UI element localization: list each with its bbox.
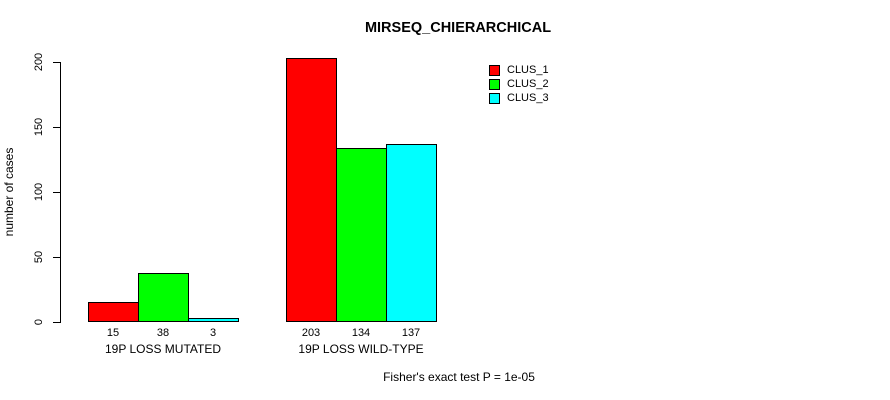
category-label: 19P LOSS MUTATED xyxy=(104,342,222,356)
legend-item-clus_2: CLUS_2 xyxy=(489,78,549,90)
y-axis-tick xyxy=(53,322,60,323)
y-axis-title: number of cases xyxy=(2,147,16,237)
legend-swatch-clus_3 xyxy=(489,92,500,104)
legend-label: CLUS_1 xyxy=(507,64,549,76)
bar-value-label: 15 xyxy=(106,327,120,339)
chart-title: MIRSEQ_CHIERARCHICAL xyxy=(364,20,552,36)
y-axis-tick-label: 100 xyxy=(33,182,45,202)
y-axis-tick-label: 150 xyxy=(33,117,45,137)
y-axis-tick-label: 200 xyxy=(33,52,45,72)
bar-clus_3-group1 xyxy=(188,318,239,322)
bar-value-label: 3 xyxy=(209,327,217,339)
bar-value-label: 203 xyxy=(301,327,321,339)
y-axis-tick-label: 0 xyxy=(33,318,45,326)
footer-annotation: Fisher's exact test P = 1e-05 xyxy=(383,370,535,384)
bar-clus_2-group1 xyxy=(138,273,189,322)
bar-value-label: 38 xyxy=(156,327,170,339)
y-axis-line xyxy=(60,62,61,323)
y-axis-tick-label: 50 xyxy=(33,250,45,264)
legend-label: CLUS_3 xyxy=(507,92,549,104)
legend-label: CLUS_2 xyxy=(507,78,549,90)
bar-value-label: 134 xyxy=(351,327,371,339)
y-axis-tick xyxy=(53,127,60,128)
category-label: 19P LOSS WILD-TYPE xyxy=(298,342,424,356)
bar-value-label: 137 xyxy=(401,327,421,339)
bar-clus_2-group2 xyxy=(336,148,387,322)
y-axis-tick xyxy=(53,257,60,258)
legend-swatch-clus_2 xyxy=(489,78,500,90)
y-axis-tick xyxy=(53,62,60,63)
bar-clus_1-group2 xyxy=(286,58,337,322)
y-axis-tick xyxy=(53,192,60,193)
bar-clus_3-group2 xyxy=(386,144,437,322)
legend-item-clus_3: CLUS_3 xyxy=(489,92,549,104)
legend-swatch-clus_1 xyxy=(489,64,500,76)
legend-item-clus_1: CLUS_1 xyxy=(489,64,549,76)
bar-clus_1-group1 xyxy=(88,302,139,322)
